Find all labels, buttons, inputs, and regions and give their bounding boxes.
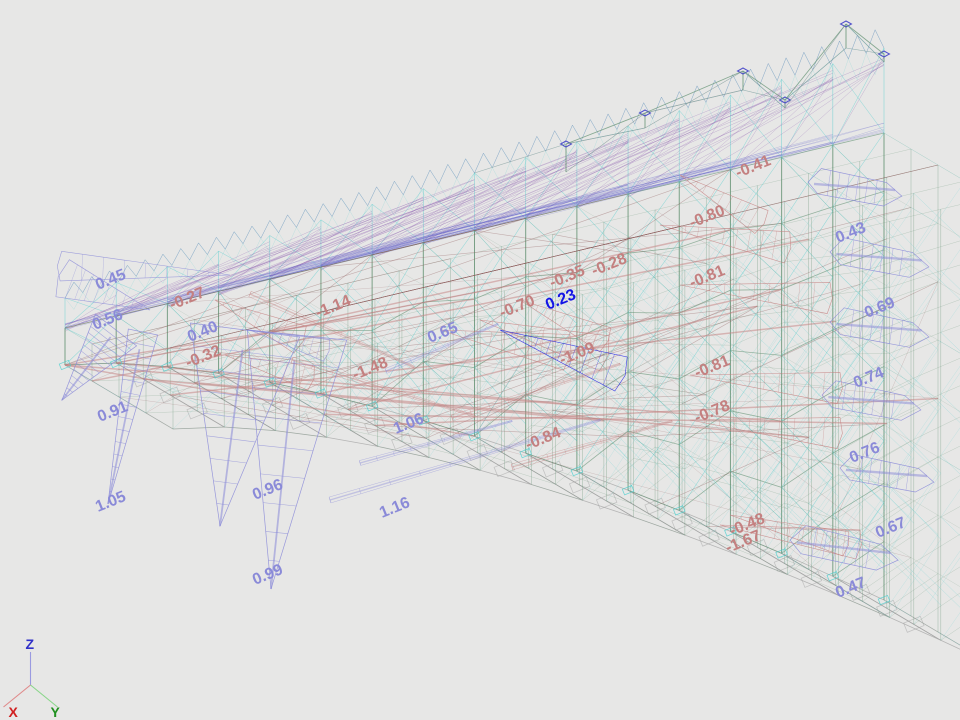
svg-text:Y: Y: [51, 704, 61, 720]
svg-text:X: X: [9, 704, 19, 720]
svg-text:Z: Z: [26, 636, 35, 652]
